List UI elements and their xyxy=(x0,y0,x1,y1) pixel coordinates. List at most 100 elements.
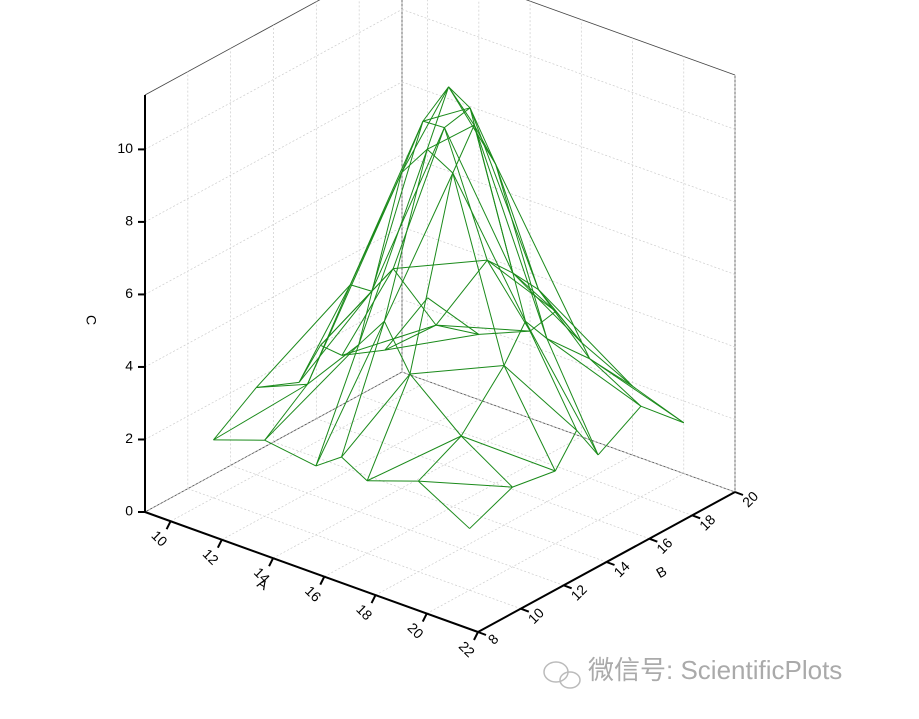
z-axis-label: C xyxy=(83,315,99,325)
wire xyxy=(366,373,411,481)
tick-mark xyxy=(606,561,615,566)
wire xyxy=(486,259,556,312)
wire xyxy=(443,127,488,261)
wire xyxy=(461,435,556,472)
wire xyxy=(418,480,513,488)
wire xyxy=(358,320,385,346)
wire xyxy=(503,365,556,472)
wire xyxy=(525,321,578,431)
wire xyxy=(307,344,360,385)
wire xyxy=(315,344,360,467)
wire xyxy=(315,321,385,467)
grid-line xyxy=(230,465,564,586)
tick-mark xyxy=(734,491,744,496)
wire xyxy=(383,149,428,322)
wire xyxy=(503,365,578,431)
wire xyxy=(264,383,308,441)
wire xyxy=(640,405,684,424)
grid-line xyxy=(144,81,403,223)
wire xyxy=(213,387,257,441)
tick-mark xyxy=(648,537,658,543)
grid-line xyxy=(359,395,693,516)
wire xyxy=(546,338,599,456)
wire xyxy=(418,480,470,529)
wire xyxy=(435,259,488,326)
watermark: 微信号: ScientificPlots xyxy=(588,655,842,685)
x-axis xyxy=(144,511,479,633)
x-tick-label: 12 xyxy=(200,546,222,568)
wire xyxy=(478,330,531,335)
z-tick-label: 2 xyxy=(125,430,133,446)
grid-line xyxy=(401,154,736,275)
wire xyxy=(213,383,308,441)
wire xyxy=(538,289,633,387)
wire xyxy=(383,321,411,375)
grid-line xyxy=(401,299,736,420)
wire xyxy=(473,124,526,322)
wire xyxy=(546,338,642,407)
wire xyxy=(418,435,462,482)
grid-line xyxy=(144,154,403,295)
wire xyxy=(495,164,548,339)
wire xyxy=(576,430,599,456)
wire xyxy=(384,333,479,351)
wire xyxy=(298,290,373,383)
wire xyxy=(473,124,497,165)
wire xyxy=(426,86,450,150)
wire xyxy=(469,107,497,165)
wire xyxy=(264,439,317,467)
wire xyxy=(554,430,578,472)
wire xyxy=(315,456,342,467)
x-tick-label: 16 xyxy=(302,583,324,605)
wire xyxy=(409,365,505,375)
grid-line xyxy=(316,418,650,539)
wire xyxy=(512,272,557,312)
wire xyxy=(255,284,351,388)
z-tick-label: 0 xyxy=(125,503,133,519)
y-axis xyxy=(477,491,736,633)
grid-line xyxy=(144,371,403,513)
wire xyxy=(495,164,539,290)
grid-line xyxy=(170,380,428,522)
wire xyxy=(409,172,454,375)
wire xyxy=(349,120,424,285)
y-tick-label: 10 xyxy=(525,604,547,626)
grid-line xyxy=(144,299,403,440)
wire xyxy=(427,297,480,335)
wire xyxy=(448,86,471,109)
grid-line xyxy=(187,488,521,609)
y-tick-label: 8 xyxy=(485,631,502,648)
grid-line xyxy=(144,9,403,150)
wire xyxy=(341,456,368,482)
wire xyxy=(589,358,642,407)
y-tick-label: 18 xyxy=(696,511,718,533)
y-tick-label: 12 xyxy=(568,581,590,603)
wire xyxy=(341,373,411,458)
z-tick-label: 4 xyxy=(125,358,133,374)
tick-mark xyxy=(473,631,479,641)
wire xyxy=(487,259,514,274)
grid-line xyxy=(144,226,403,368)
wire xyxy=(383,172,454,322)
wire xyxy=(401,148,428,174)
wire xyxy=(341,324,437,356)
tick-mark xyxy=(563,584,573,590)
wire xyxy=(435,324,479,335)
wire xyxy=(444,107,471,128)
watermark-icon xyxy=(543,661,581,689)
tick-mark xyxy=(268,557,274,567)
wire xyxy=(298,345,321,383)
y-tick-label: 20 xyxy=(739,488,761,510)
wire xyxy=(401,86,450,173)
wire xyxy=(366,435,462,482)
tick-mark xyxy=(319,576,326,586)
x-tick-label: 18 xyxy=(353,601,375,623)
wire xyxy=(384,297,429,351)
wire xyxy=(298,284,351,383)
grid-line xyxy=(324,436,582,577)
wire xyxy=(538,289,591,360)
wire xyxy=(546,338,590,360)
z-tick-label: 6 xyxy=(125,285,133,301)
wire xyxy=(392,268,437,326)
